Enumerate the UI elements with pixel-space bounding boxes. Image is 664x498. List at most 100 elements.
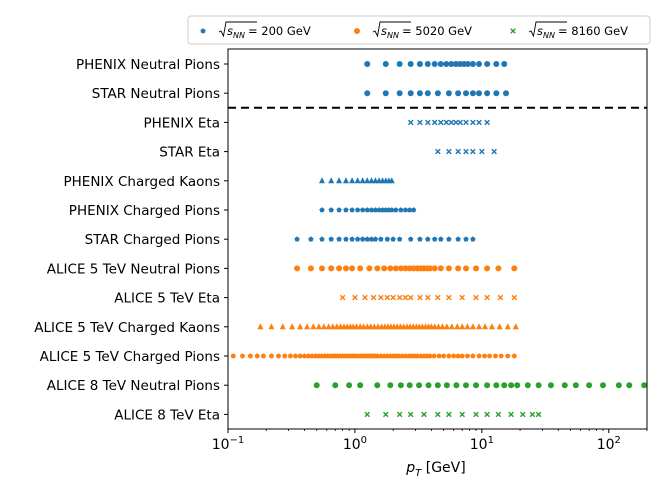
data-point [626,382,633,389]
data-point [313,382,320,389]
y-tick-label: STAR Eta [159,145,220,161]
data-point [366,265,373,272]
data-point [397,382,404,389]
data-point [416,382,423,389]
y-tick-label: ALICE 5 TeV Charged Kaons [34,320,220,336]
data-point [473,382,480,389]
data-point [470,236,476,242]
data-point [364,61,371,67]
legend-marker [354,28,360,34]
data-point [378,236,384,242]
data-point [390,236,396,242]
data-point [424,119,431,126]
y-tick-label: STAR Charged Pions [85,232,220,248]
data-point [439,323,446,330]
sqrt-sign [218,21,257,38]
plot-area: PHENIX Neutral Pions STAR Neutral Pions PH… [34,48,648,453]
data-point [287,353,294,359]
data-point [464,61,471,67]
data-point [399,353,405,359]
axes-frame [227,48,648,430]
data-point [378,294,384,301]
data-point [364,177,371,184]
data-point [407,119,414,126]
data-point [328,177,335,184]
data-point [260,353,267,359]
y-tick-label: ALICE 8 TeV Neutral Pions [47,378,220,394]
data-point [416,90,423,97]
data-point [464,353,471,359]
legend-frame [187,15,651,45]
series-phenix-charged-kaons [318,177,395,184]
data-point [387,382,394,389]
legend-label: sNN = 8160 GeV [537,24,628,40]
data-point [470,353,476,359]
data-point [319,236,325,242]
data-point [349,265,356,272]
series-alice-5-tev-neutral-pions [294,265,518,272]
data-point [503,90,510,97]
data-point [374,382,381,389]
data-point [484,265,491,272]
data-point [443,323,450,330]
data-point [437,61,444,67]
data-point [435,294,441,301]
data-point [352,294,358,301]
data-point [455,265,462,272]
data-point [425,382,432,389]
data-point [349,207,355,213]
data-point [359,236,366,242]
data-point [359,177,366,184]
y-tick-label: PHENIX Charged Kaons [64,174,220,190]
series-phenix-neutral-pions [364,61,508,67]
data-point [484,61,491,67]
data-point [481,353,488,359]
data-point [504,323,511,330]
data-point [469,323,476,330]
data-point [395,353,402,359]
data-point [349,177,356,184]
data-point [464,323,471,330]
data-point [343,207,349,213]
x-tick-label: 100 [343,435,367,453]
data-point [398,207,404,213]
data-point [501,61,508,67]
data-point [443,61,450,67]
data-point [424,294,431,301]
y-tick-label: ALICE 5 TeV Eta [114,291,220,307]
data-point [448,119,455,126]
data-point [431,61,438,67]
data-point [484,90,491,97]
x-axis: 10−1 100 101 102 [212,429,648,453]
data-point [451,353,457,359]
series-phenix-charged-pions [319,207,417,213]
data-point [309,353,315,359]
data-point [396,294,403,301]
data-point [384,236,390,242]
data-point [310,323,317,330]
data-point [402,265,409,272]
data-point [230,353,236,359]
data-point [332,382,339,389]
data-point [410,207,417,213]
y-tick-label: PHENIX Eta [143,115,220,131]
data-point [615,382,622,389]
data-point [493,90,500,97]
data-point [495,411,502,418]
data-point [434,382,441,389]
data-point [364,236,370,242]
data-point [376,207,382,213]
data-point [488,323,495,330]
data-point [484,411,490,418]
x-tick-label: 102 [597,435,621,453]
data-point [505,353,511,359]
data-point [359,207,366,213]
series-alice-5-tev-charged-pions [230,353,517,359]
data-point [304,323,311,330]
data-point [407,207,413,213]
data-point [512,323,519,330]
x-tick-label: 10−1 [212,435,245,453]
x-axis-label: pT [GeV] [405,460,465,479]
data-point [388,177,395,184]
data-point [484,382,491,389]
